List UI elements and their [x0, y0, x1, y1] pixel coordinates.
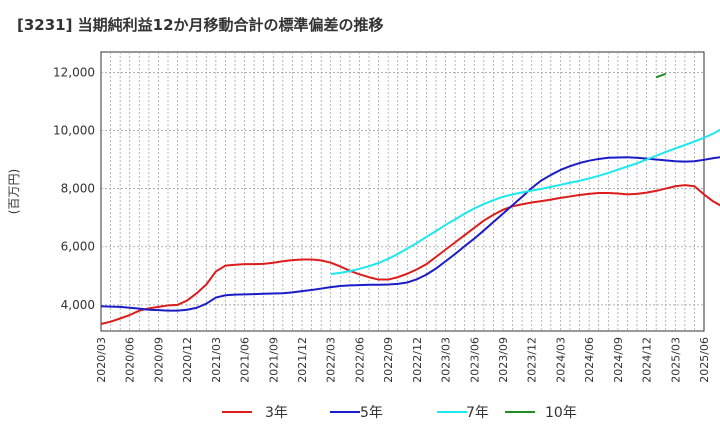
series-line-7年 [330, 128, 720, 276]
legend-label: 7年 [466, 405, 489, 421]
x-tick-label: 2022/03 [325, 337, 338, 383]
chart-title: [3231] 当期純利益12か月移動合計の標準偏差の推移 [17, 16, 384, 34]
legend-label: 5年 [360, 405, 383, 421]
plot-area [100, 51, 705, 332]
legend-label: 10年 [545, 405, 577, 421]
legend-label: 3年 [265, 405, 288, 421]
x-tick-label: 2025/03 [669, 337, 682, 383]
x-tick-label: 2023/03 [440, 337, 453, 383]
series-line-10年 [655, 72, 667, 79]
y-tick-label: 10,000 [53, 123, 95, 137]
x-tick-label: 2020/09 [152, 337, 165, 383]
y-tick-label: 8,000 [61, 182, 95, 196]
series-line-3年 [100, 184, 720, 325]
x-tick-label: 2021/12 [296, 337, 309, 383]
y-axis-label: (百万円) [7, 169, 21, 214]
x-tick-label: 2021/09 [267, 337, 280, 383]
y-tick-label: 4,000 [61, 298, 95, 312]
series-line-5年 [100, 156, 720, 312]
y-tick-label: 6,000 [61, 240, 95, 254]
x-tick-label: 2021/06 [239, 337, 252, 383]
x-tick-label: 2023/09 [497, 337, 510, 383]
x-tick-label: 2022/12 [411, 337, 424, 383]
x-tick-label: 2023/06 [468, 337, 481, 383]
x-tick-label: 2020/06 [124, 337, 137, 383]
x-tick-label: 2024/03 [554, 337, 567, 383]
x-tick-label: 2024/06 [583, 337, 596, 383]
x-tick-label: 2025/06 [698, 337, 711, 383]
x-tick-label: 2022/09 [382, 337, 395, 383]
x-tick-label: 2023/12 [526, 337, 539, 383]
x-tick-label: 2021/03 [210, 337, 223, 383]
x-tick-label: 2024/09 [612, 337, 625, 383]
y-tick-label: 12,000 [53, 65, 95, 79]
x-tick-label: 2020/12 [181, 337, 194, 383]
x-tick-label: 2022/06 [353, 337, 366, 383]
x-tick-label: 2024/12 [641, 337, 654, 383]
x-tick-label: 2020/03 [95, 337, 108, 383]
